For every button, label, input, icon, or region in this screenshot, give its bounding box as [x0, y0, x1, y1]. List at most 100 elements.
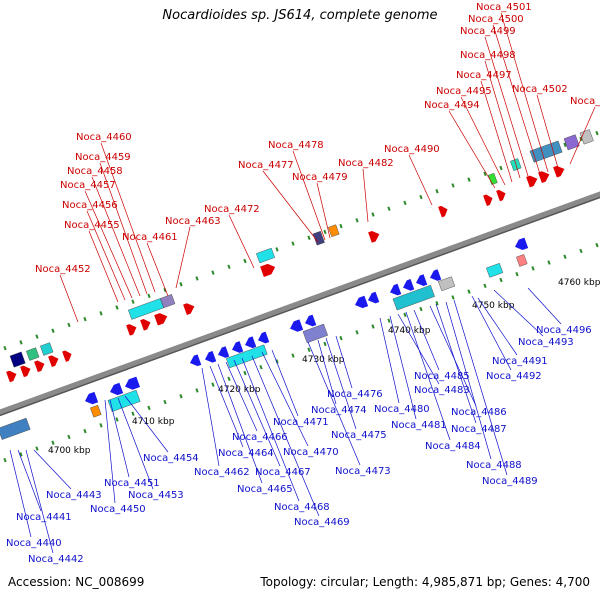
reverse-gene-label: Noca_4474: [311, 405, 367, 416]
reverse-guide-dot: [563, 254, 567, 259]
forward-gene-label: Noca_4456: [62, 200, 118, 211]
forward-gene-label: Noca_4482: [338, 158, 394, 169]
reverse-gene-label: Noca_4496: [536, 325, 592, 336]
forward-gene-label: Noca_4497: [456, 70, 512, 81]
reverse-leader-line: [389, 315, 417, 420]
reverse-leader-line: [251, 355, 320, 517]
reverse-gene-box: [486, 262, 504, 278]
reverse-guide-dot: [291, 353, 295, 358]
reverse-leader-line: [445, 301, 492, 460]
forward-gene: [538, 171, 550, 183]
reverse-guide-dot: [163, 399, 167, 405]
reverse-guide-dot: [483, 283, 487, 289]
forward-leader-line: [316, 182, 331, 239]
reverse-gene-box: [107, 389, 141, 412]
reverse-guide-dot: [403, 312, 407, 318]
forward-gene-box: [529, 140, 563, 163]
forward-guide-dot: [499, 165, 503, 171]
forward-gene-label: Noca_4477: [238, 160, 294, 171]
forward-leader-line: [91, 176, 141, 297]
forward-guide-dot: [339, 223, 343, 229]
reverse-gene-label: Noca_4475: [331, 430, 387, 441]
reverse-gene-label: Noca_4454: [143, 453, 199, 464]
forward-leader-line: [292, 150, 326, 241]
forward-gene-label: Noca_4460: [76, 132, 132, 143]
reverse-leader-line: [9, 449, 32, 538]
reverse-leader-line: [117, 397, 154, 490]
reverse-gene-label: Noca_4473: [335, 466, 391, 477]
reverse-guide-dot: [67, 434, 71, 440]
forward-guide-dot: [403, 200, 407, 206]
forward-gene-label: Noca_4479: [292, 172, 348, 183]
reverse-leader-line: [225, 361, 258, 432]
reverse-leader-line: [317, 339, 337, 405]
reverse-gene-box: [438, 276, 456, 292]
reverse-guide-dot: [579, 248, 583, 254]
reverse-leader-line: [25, 449, 54, 554]
reverse-leader-line: [405, 311, 451, 441]
forward-gene-label: Noca_4452: [35, 264, 91, 275]
forward-guide-dot: [387, 206, 391, 211]
reverse-guide-dot: [211, 382, 215, 387]
reverse-guide-dot: [227, 376, 231, 382]
reverse-guide-dot: [51, 440, 55, 445]
reverse-gene: [110, 382, 124, 396]
reverse-gene-label: Noca_4480: [374, 404, 430, 415]
reverse-guide-dot: [19, 452, 23, 457]
forward-guide-dot: [275, 247, 279, 252]
reverse-gene-label: Noca_4481: [391, 420, 447, 431]
reverse-leader-line: [271, 349, 299, 417]
forward-gene: [126, 324, 137, 336]
forward-guide-dot: [355, 218, 359, 223]
forward-gene: [496, 189, 506, 202]
reverse-gene: [245, 336, 257, 349]
reverse-leader-line: [217, 363, 263, 484]
reverse-guide-dot: [355, 330, 359, 335]
forward-leader-line: [146, 242, 169, 297]
forward-gene: [260, 263, 276, 277]
scale-tick-label: 4760 kbp: [558, 278, 600, 288]
forward-guide-dot: [435, 189, 439, 194]
reverse-gene: [430, 269, 442, 281]
forward-gene-label: Noca_4500: [468, 14, 524, 25]
reverse-leader-line: [335, 335, 353, 389]
forward-gene-box: [40, 342, 54, 356]
reverse-guide-dot: [259, 364, 263, 370]
reverse-gene-label: Noca_4489: [482, 476, 538, 487]
forward-guide-dot: [99, 311, 103, 316]
reverse-gene: [190, 354, 202, 367]
forward-leader-line: [484, 36, 529, 177]
forward-leader-line: [362, 168, 369, 223]
forward-gene-label: Noca_4499: [460, 26, 516, 37]
reverse-gene: [305, 314, 317, 327]
reverse-leader-line: [413, 309, 440, 371]
reverse-gene-box: [90, 404, 102, 418]
reverse-guide-dot: [387, 318, 391, 323]
reverse-leader-line: [209, 365, 244, 448]
forward-gene-label: Noca_4502: [512, 84, 568, 95]
reverse-leader-line: [17, 449, 42, 512]
forward-guide-dot: [147, 293, 151, 299]
reverse-leader-line: [477, 297, 518, 356]
reverse-leader-line: [325, 337, 357, 430]
forward-gene-label: Noca_4463: [165, 216, 221, 227]
reverse-leader-line: [233, 359, 281, 467]
forward-gene-label: Noca_4459: [75, 152, 131, 163]
reverse-guide-dot: [435, 301, 439, 306]
forward-gene: [438, 205, 448, 218]
forward-leader-line: [536, 94, 559, 169]
reverse-gene: [390, 283, 402, 296]
forward-guide-dot: [83, 316, 87, 322]
reverse-leader-line: [429, 305, 477, 407]
reverse-gene: [290, 319, 304, 332]
reverse-guide-dot: [371, 324, 375, 329]
reverse-gene-label: Noca_4483: [414, 385, 470, 396]
reverse-gene-label: Noca_4484: [425, 441, 481, 452]
reverse-gene-label: Noca_4443: [46, 490, 102, 501]
forward-leader-line: [480, 80, 513, 183]
reverse-leader-line: [104, 399, 116, 504]
reverse-gene: [403, 279, 415, 291]
forward-leader-line: [228, 214, 255, 269]
reverse-gene: [218, 346, 230, 358]
